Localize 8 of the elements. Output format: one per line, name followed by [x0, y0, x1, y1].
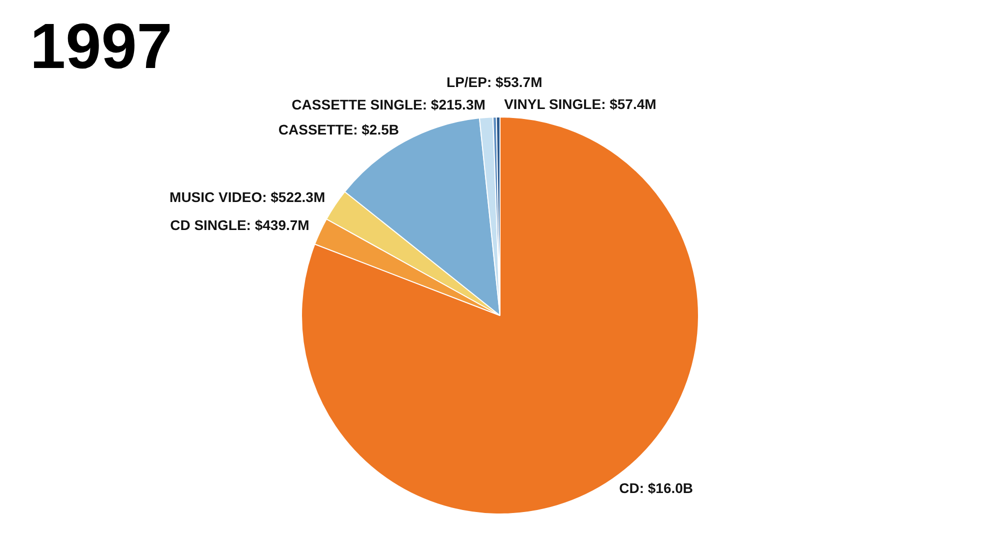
slice-label: CASSETTE SINGLE: $215.3M: [292, 96, 486, 112]
slice-label: CD: $16.0B: [619, 480, 694, 496]
slice-label: CASSETTE: $2.5B: [278, 122, 399, 138]
chart-title: 1997: [30, 10, 172, 82]
slice-label: CD SINGLE: $439.7M: [170, 217, 310, 234]
slice-label: LP/EP: $53.7M: [446, 74, 542, 90]
slice-label: MUSIC VIDEO: $522.3M: [170, 189, 326, 206]
slice-label: VINYL SINGLE: $57.4M: [504, 96, 656, 112]
